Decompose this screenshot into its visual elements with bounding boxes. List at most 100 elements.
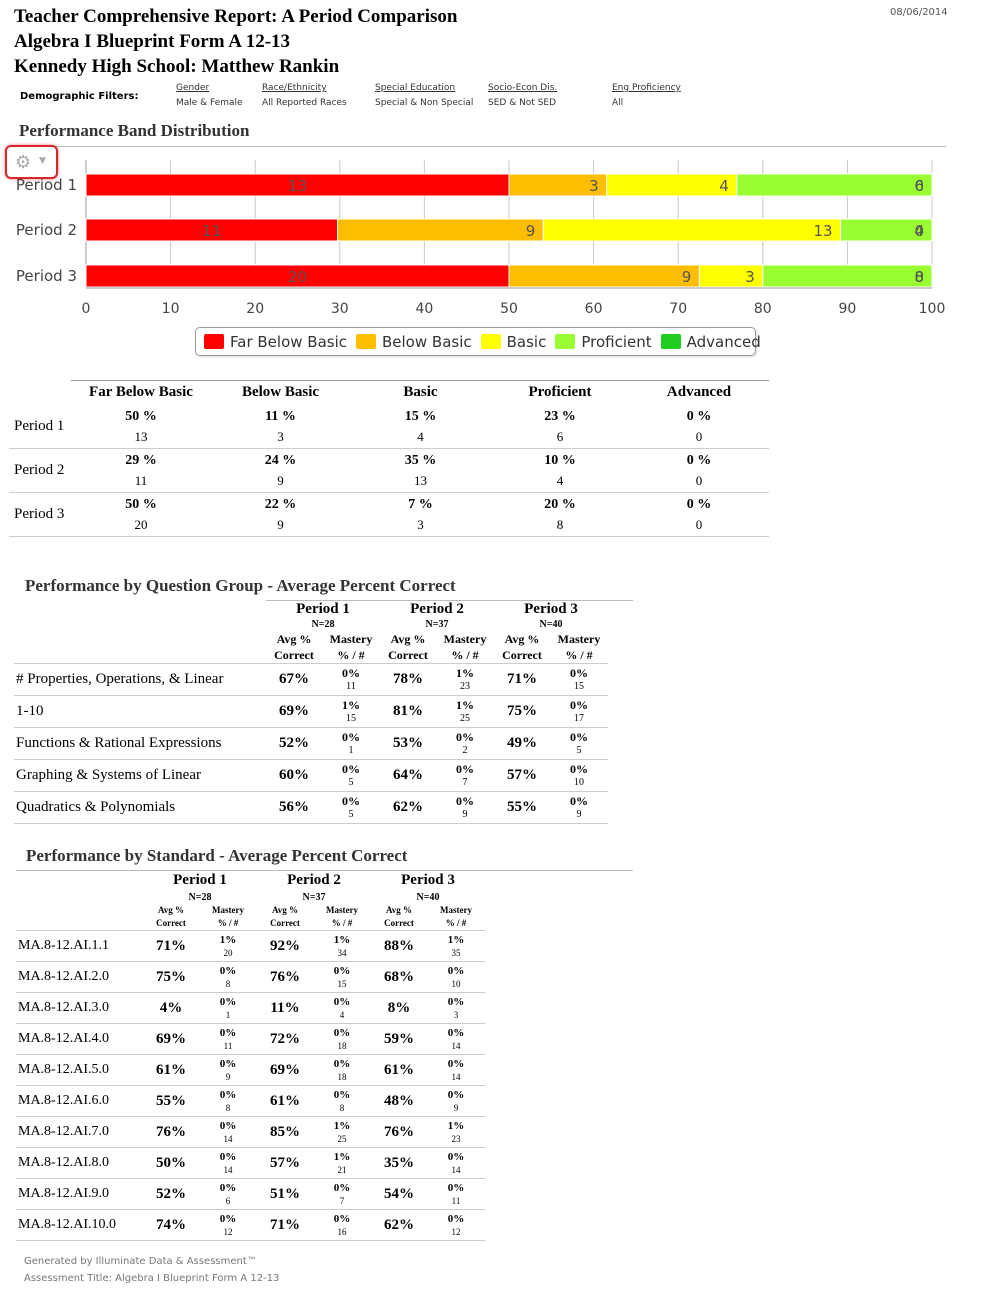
mastery-percent: 0% xyxy=(333,1027,351,1039)
bar-segment[interactable] xyxy=(840,218,933,242)
st-mastery-cell: 1% 20 xyxy=(199,930,257,962)
mastery-percent: 0% xyxy=(219,1027,237,1039)
footer-assessment-title: Assessment Title: Algebra I Blueprint Fo… xyxy=(24,1273,280,1284)
st-period-n: N=37 xyxy=(302,891,326,903)
st-mastery-cell: 0% 3 xyxy=(427,992,485,1024)
mastery-count: 7 xyxy=(339,1196,345,1206)
chart-options-button[interactable]: ⚙ ▼ xyxy=(5,145,58,179)
mastery-count: 9 xyxy=(453,1103,459,1113)
mastery-percent: 0% xyxy=(570,665,588,680)
report-title: Teacher Comprehensive Report: A Period C… xyxy=(14,6,458,27)
legend-item-below-basic[interactable]: Below Basic xyxy=(356,333,472,351)
st-avg-cell: 11% xyxy=(257,992,313,1024)
filter-eng-proficiency-value: All xyxy=(612,98,624,108)
filter-eng-proficiency-link[interactable]: Eng Proficiency xyxy=(612,83,681,93)
filter-socio-econ[interactable]: Socio-Econ Dis. SED & Not SED xyxy=(488,83,557,108)
bar-value-label: 6 xyxy=(914,177,924,195)
sub-header-line: Correct xyxy=(384,918,414,928)
sub-header-line: Mastery xyxy=(443,632,487,646)
x-tick-label: 60 xyxy=(585,301,603,317)
qg-mastery-cell: 0% 15 xyxy=(550,663,608,696)
mastery-percent: 0% xyxy=(342,793,360,808)
st-avg-cell: 74% xyxy=(143,1209,199,1241)
qg-avg-cell: 57% xyxy=(494,759,550,792)
band-col-header: Basic xyxy=(350,380,491,405)
mastery-percent: 0% xyxy=(570,793,588,808)
bar-segment[interactable] xyxy=(542,218,842,242)
legend-item-far-below-basic[interactable]: Far Below Basic xyxy=(204,333,347,351)
legend-label: Advanced xyxy=(686,332,761,351)
qg-row: Functions & Rational Expressions 52% 0% 1 53… xyxy=(14,727,608,760)
st-avg-cell: 61% xyxy=(257,1085,313,1117)
x-tick-label: 40 xyxy=(415,301,433,317)
st-row-name: MA.8-12.AI.6.0 xyxy=(16,1085,143,1117)
filter-gender[interactable]: Gender Male & Female xyxy=(176,83,243,108)
filter-special-education[interactable]: Special Education Special & Non Special xyxy=(375,83,473,108)
bar-segment[interactable] xyxy=(508,264,700,288)
st-avg-cell: 61% xyxy=(371,1054,427,1086)
filter-socio-econ-value: SED & Not SED xyxy=(488,98,557,108)
band-pct-cell: 35 % xyxy=(404,452,437,468)
st-avg-cell: 69% xyxy=(257,1054,313,1086)
st-row: MA.8-12.AI.2.0 75% 0% 8 76% 0% 15 68% 0% 10 xyxy=(16,961,485,993)
mastery-count: 23 xyxy=(451,1134,461,1144)
legend-swatch xyxy=(204,334,224,349)
legend-item-proficient[interactable]: Proficient xyxy=(555,333,652,351)
st-avg-cell: 62% xyxy=(371,1209,427,1241)
bar-segment[interactable] xyxy=(337,218,544,242)
band-count-row: 20 9 3 8 0 xyxy=(9,514,769,537)
section-divider xyxy=(266,600,633,601)
mastery-count: 18 xyxy=(337,1041,347,1051)
legend-item-advanced[interactable]: Advanced xyxy=(660,332,761,351)
bar-segment[interactable] xyxy=(736,173,933,197)
mastery-count: 25 xyxy=(460,712,470,724)
legend-swatch xyxy=(555,334,576,349)
filter-special-education-link[interactable]: Special Education xyxy=(375,83,456,93)
qg-mastery-cell: 0% 17 xyxy=(550,695,608,728)
bar-value-label: 0 xyxy=(914,177,924,195)
band-count-cell: 20 xyxy=(71,514,211,537)
st-avg-cell: 75% xyxy=(143,961,199,993)
filter-socio-econ-link[interactable]: Socio-Econ Dis. xyxy=(488,83,558,93)
mastery-percent: 0% xyxy=(456,761,474,776)
mastery-percent: 0% xyxy=(456,729,474,744)
x-tick-label: 50 xyxy=(500,301,518,317)
st-mastery-cell: 0% 8 xyxy=(199,961,257,993)
bar-value-label: 0 xyxy=(914,268,924,286)
filter-race[interactable]: Race/Ethnicity All Reported Races xyxy=(262,83,347,108)
st-avg-cell: 76% xyxy=(143,1116,199,1148)
qg-avg-header: Avg % Correct xyxy=(380,631,436,664)
mastery-percent: 1% xyxy=(342,697,360,712)
band-count-cell: 0 xyxy=(629,470,769,493)
qg-avg-cell: 52% xyxy=(266,727,322,760)
mastery-count: 14 xyxy=(223,1134,233,1144)
st-avg-cell: 61% xyxy=(143,1054,199,1086)
filter-special-education-value: Special & Non Special xyxy=(375,98,474,108)
st-avg-cell: 50% xyxy=(143,1147,199,1179)
bar-value-label: 13 xyxy=(288,177,307,195)
mastery-percent: 0% xyxy=(219,1058,237,1070)
st-mastery-cell: 0% 14 xyxy=(427,1147,485,1179)
band-row: Period 2 29 % 24 % 35 % 10 % 0 % xyxy=(9,448,769,493)
filter-eng-proficiency[interactable]: Eng Proficiency All xyxy=(612,83,681,108)
st-row-name: MA.8-12.AI.1.1 xyxy=(16,930,143,962)
qg-avg-cell: 75% xyxy=(494,695,550,728)
filter-race-link[interactable]: Race/Ethnicity xyxy=(262,83,327,93)
qg-row-name: Graphing & Systems of Linear xyxy=(14,759,266,792)
mastery-percent: 0% xyxy=(219,996,237,1008)
mastery-percent: 0% xyxy=(333,1182,351,1194)
filter-gender-value: Male & Female xyxy=(176,98,243,108)
qg-avg-cell: 53% xyxy=(380,727,436,760)
sub-header-line: Avg % xyxy=(157,905,185,915)
sub-header-line: % / # xyxy=(451,648,479,662)
bar-segment[interactable] xyxy=(606,173,738,197)
filter-gender-link[interactable]: Gender xyxy=(176,83,210,93)
mastery-percent: 1% xyxy=(219,934,237,946)
legend-item-basic[interactable]: Basic xyxy=(480,333,546,351)
bar-segment[interactable] xyxy=(762,264,933,288)
band-row: Period 1 50 % 11 % 15 % 23 % 0 % xyxy=(9,404,769,449)
mastery-percent: 0% xyxy=(447,1213,465,1225)
sub-header-line: Mastery xyxy=(440,905,472,915)
sub-header-line: Mastery xyxy=(329,632,373,646)
demographic-filters-label: Demographic Filters: xyxy=(20,91,139,102)
